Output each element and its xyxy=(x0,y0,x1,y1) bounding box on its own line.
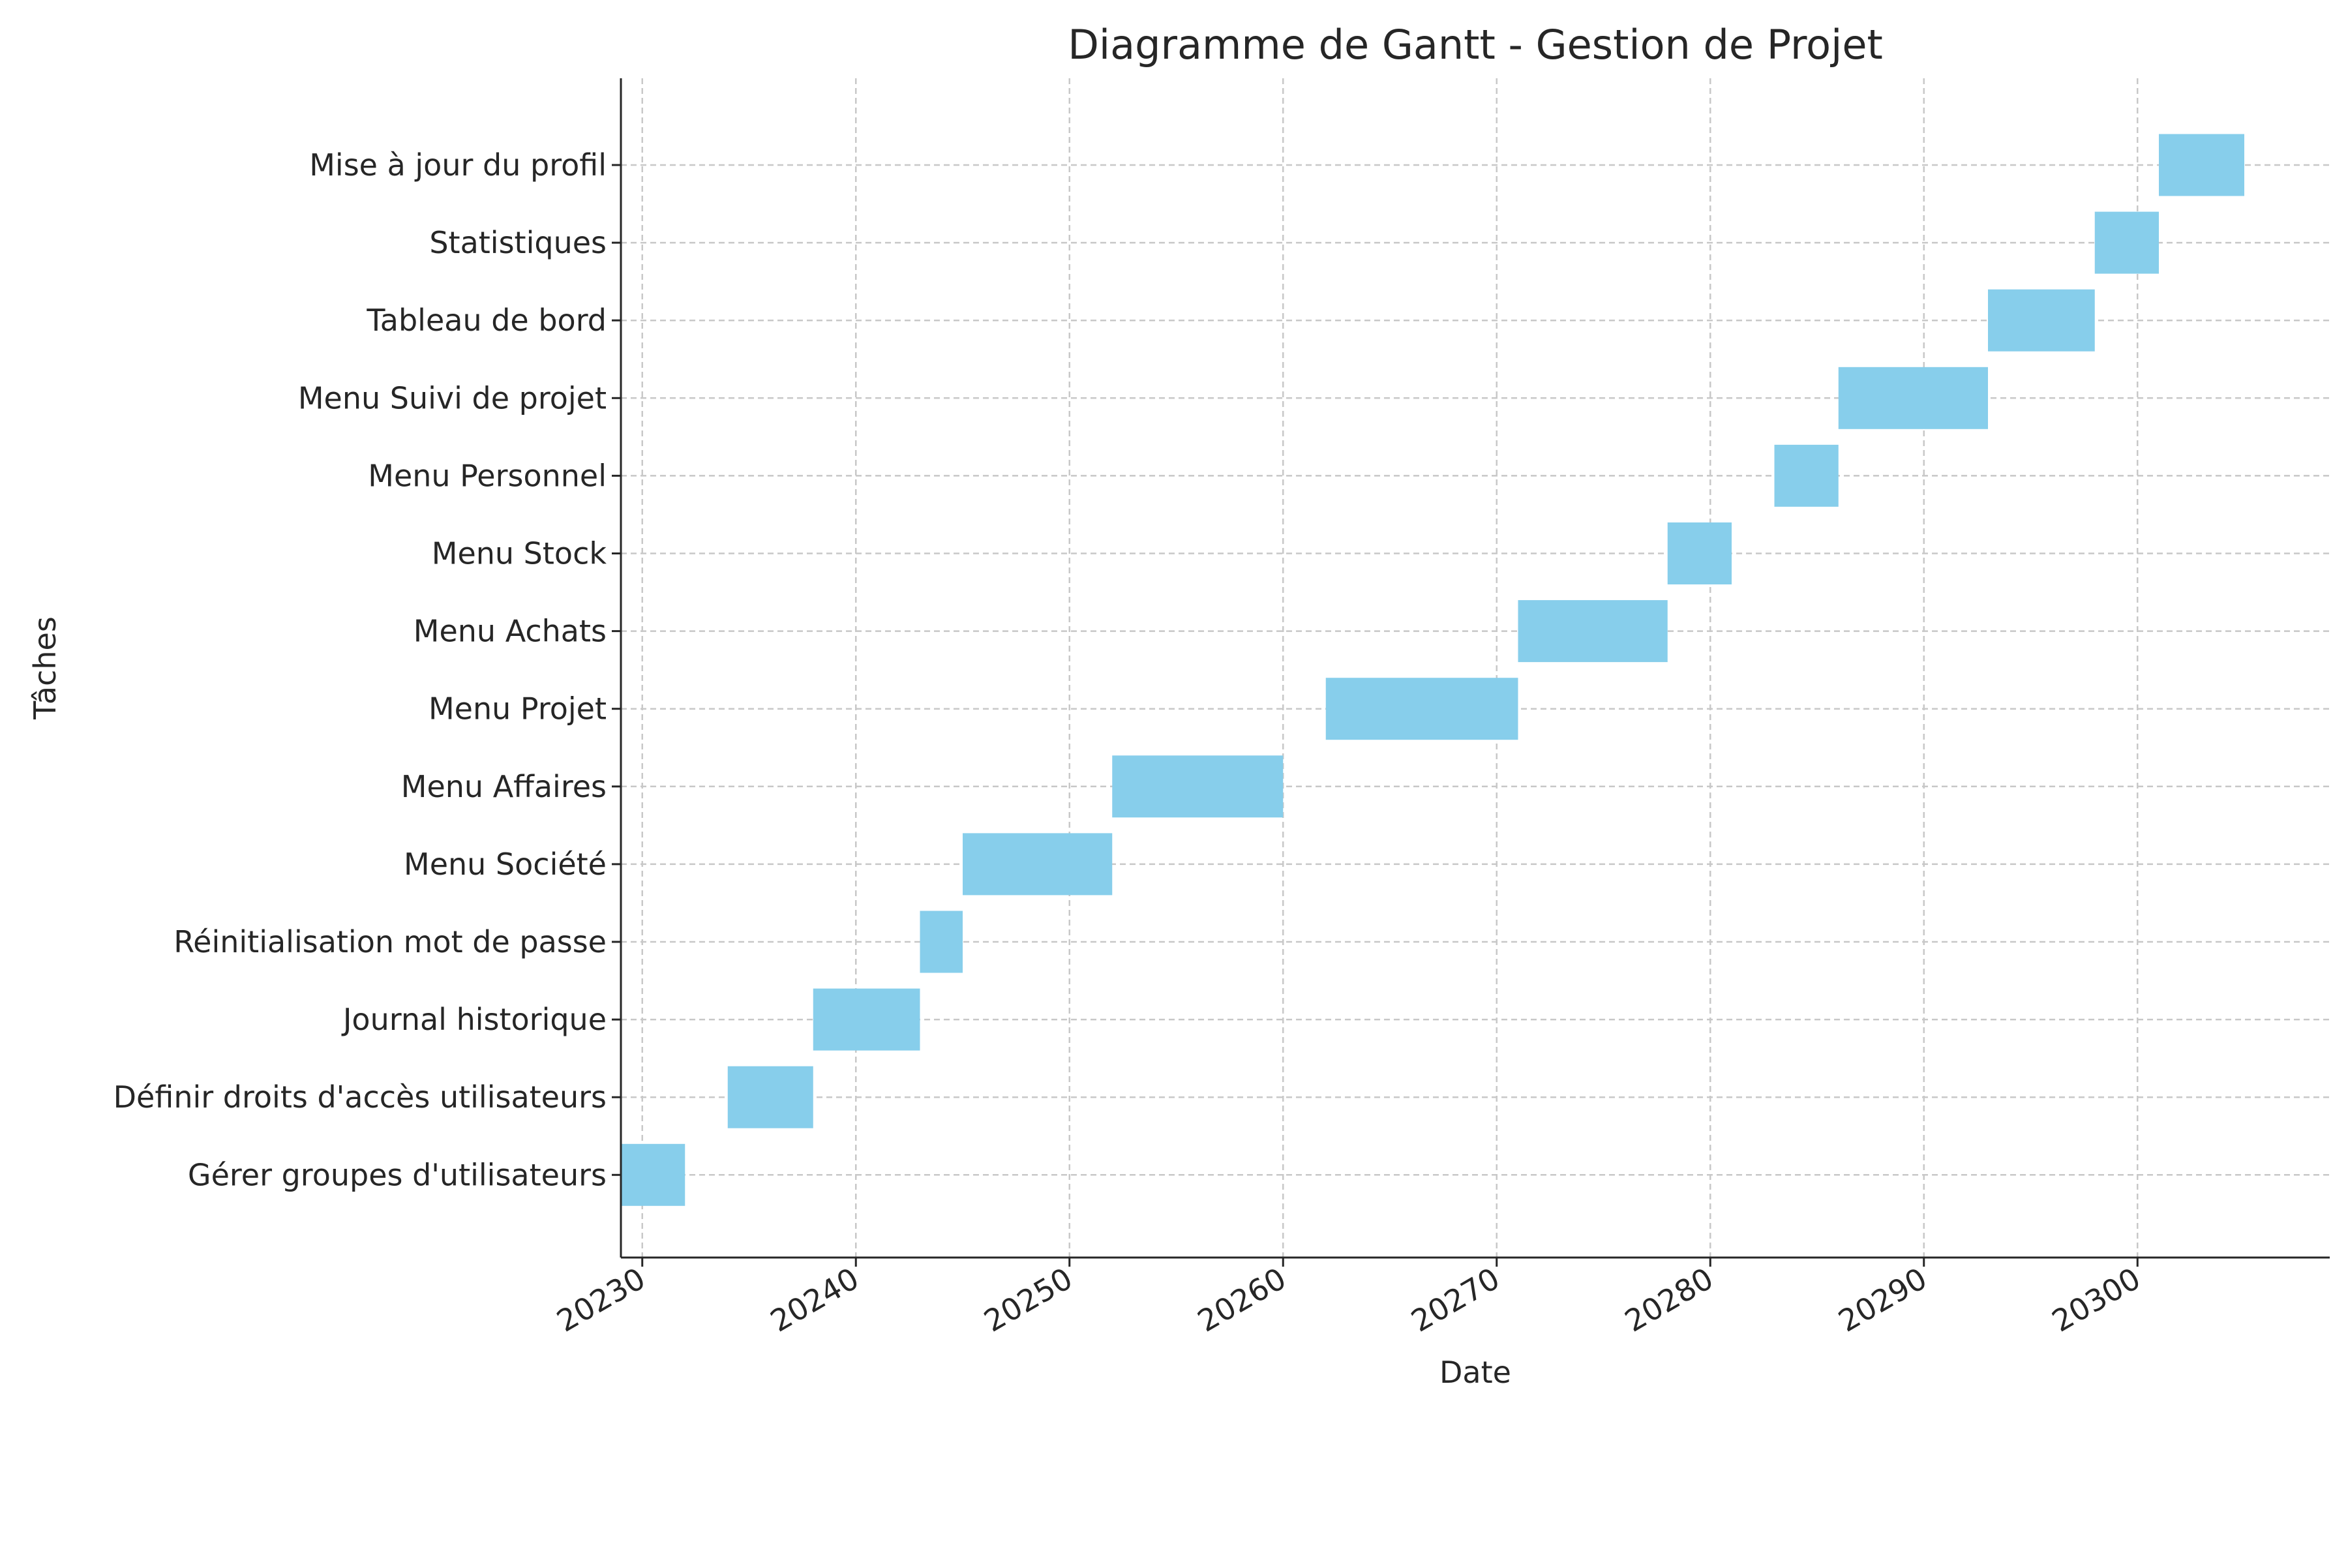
axes xyxy=(612,78,2330,1267)
x-tick-label: 20230 xyxy=(551,1261,652,1339)
x-tick-label: 20300 xyxy=(2046,1261,2146,1339)
y-tick-label: Menu Suivi de projet xyxy=(298,380,607,415)
task-bar xyxy=(1774,444,1839,507)
y-tick-label: Mise à jour du profil xyxy=(309,147,607,183)
task-bar xyxy=(2159,134,2244,196)
y-tick-labels: Gérer groupes d'utilisateurs Définir droi… xyxy=(113,147,607,1192)
task-bar xyxy=(1838,367,1988,429)
task-bar xyxy=(963,833,1113,896)
x-tick-label: 20270 xyxy=(1406,1261,1506,1339)
chart-title: Diagramme de Gantt - Gestion de Projet xyxy=(1068,21,1883,68)
x-axis-label: Date xyxy=(1439,1355,1511,1390)
x-tick-labels: 20230 20240 20250 20260 20270 20280 20290 20300 xyxy=(551,1261,2146,1339)
x-tick-label: 20250 xyxy=(978,1261,1079,1339)
y-tick-label: Tableau de bord xyxy=(366,303,607,338)
y-tick-label: Menu Projet xyxy=(429,691,607,727)
y-tick-label: Menu Société xyxy=(404,847,607,882)
y-tick-label: Définir droits d'accès utilisateurs xyxy=(113,1079,607,1115)
task-bar xyxy=(1667,522,1732,584)
task-bar xyxy=(727,1066,813,1128)
y-axis-label: Tâches xyxy=(27,616,63,720)
task-bar xyxy=(1988,289,2095,352)
task-bar xyxy=(621,1143,685,1206)
task-bar xyxy=(1325,678,1518,740)
y-tick-label: Menu Stock xyxy=(432,536,607,571)
y-tick-label: Gérer groupes d'utilisateurs xyxy=(188,1157,607,1192)
y-tick-label: Menu Personnel xyxy=(368,458,607,493)
y-tick-label: Statistiques xyxy=(429,225,607,260)
task-bars xyxy=(621,134,2244,1206)
y-tick-label: Réinitialisation mot de passe xyxy=(173,924,607,959)
task-bar xyxy=(920,911,963,973)
y-tick-label: Journal historique xyxy=(341,1002,607,1037)
x-tick-label: 20290 xyxy=(1833,1261,1933,1339)
x-tick-label: 20280 xyxy=(1619,1261,1719,1339)
task-bar xyxy=(1518,600,1668,663)
task-bar xyxy=(2094,211,2159,274)
grid-lines xyxy=(621,78,2330,1258)
y-tick-label: Menu Affaires xyxy=(401,769,607,804)
y-tick-label: Menu Achats xyxy=(414,614,607,649)
task-bar xyxy=(1112,755,1284,818)
x-tick-label: 20240 xyxy=(764,1261,865,1339)
task-bar xyxy=(813,988,920,1051)
x-tick-label: 20260 xyxy=(1192,1261,1292,1339)
